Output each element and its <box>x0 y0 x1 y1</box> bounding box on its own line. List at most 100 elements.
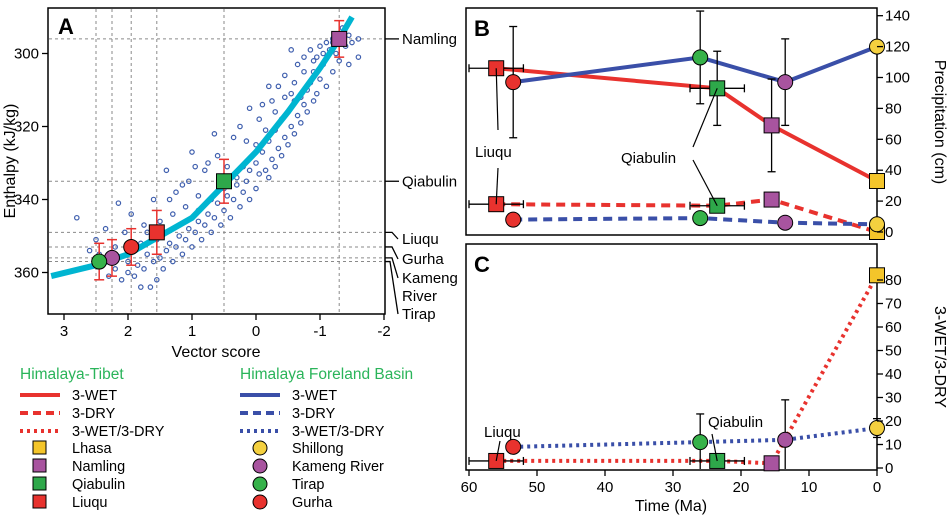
scatter-point <box>237 123 243 130</box>
scatter-point <box>288 47 295 53</box>
scatter-point <box>195 218 202 225</box>
scatter-point <box>195 193 202 199</box>
scatter-point <box>182 204 189 210</box>
y-tick-label: 60 <box>885 131 902 148</box>
panel-a-sites <box>91 19 348 281</box>
scatter-point <box>179 182 186 188</box>
scatter-point <box>192 229 199 236</box>
scatter-point <box>246 196 253 203</box>
panel-b-frame <box>465 7 878 236</box>
data-point <box>869 173 885 190</box>
panel-c-frame <box>465 243 878 471</box>
annotation-liuqu: Liuqu <box>484 424 521 441</box>
scatter-point <box>166 196 173 203</box>
scatter-point <box>256 116 263 123</box>
scatter-point <box>288 123 295 130</box>
scatter-point <box>294 112 301 119</box>
scatter-point <box>224 193 231 199</box>
scatter-point <box>189 244 195 250</box>
legend-right-dry-label: 3-DRY <box>292 406 336 422</box>
scatter-point <box>205 160 211 166</box>
panel-c-ylabel: 3-WET/3-DRY <box>931 306 948 408</box>
scatter-point <box>320 50 327 57</box>
scatter-point <box>313 54 320 60</box>
legend-tirap-marker <box>252 476 268 492</box>
panel-b: 0 20 40 60 80 100 120 140 Liuqu Qiabulin B Precip… <box>465 7 948 241</box>
legend-liuqu-marker <box>32 494 47 509</box>
scatter-point <box>272 163 279 170</box>
scatter-point <box>205 211 211 217</box>
x-tick-label: 2 <box>124 323 132 340</box>
panel-a-ylabel: Enthalpy (kJ/kg) <box>2 104 19 219</box>
scatter-point <box>262 127 269 133</box>
legend-namling-marker <box>32 458 47 473</box>
data-point <box>869 420 885 437</box>
scatter-point <box>262 167 269 174</box>
scatter-point <box>154 276 160 283</box>
scatter-point <box>224 163 231 170</box>
scatter-point <box>323 83 330 90</box>
scatter-point <box>240 189 247 196</box>
legend-liuqu-label: Liuqu <box>72 495 107 511</box>
legend-kameng-label: Kameng River <box>292 459 384 475</box>
scatter-point <box>345 61 352 68</box>
y-tick-label: 120 <box>885 39 910 56</box>
data-point <box>505 438 522 455</box>
scatter-point <box>218 222 224 228</box>
right-label-leader <box>385 260 399 315</box>
panel-b-ylabel: Precipitation (cm) <box>931 60 948 184</box>
scatter-point <box>317 43 323 50</box>
scatter-point <box>131 273 138 279</box>
panel-a-frame <box>47 7 386 315</box>
scatter-point <box>198 236 205 243</box>
data-point <box>869 267 885 284</box>
data-point <box>692 49 709 66</box>
scatter-point <box>208 229 215 236</box>
x-tick-label: 50 <box>529 479 546 496</box>
scatter-point <box>227 214 234 221</box>
x-tick-label: 60 <box>461 479 478 496</box>
right-label-leader <box>385 246 399 260</box>
scatter-point <box>221 207 227 214</box>
right-label-leader <box>385 257 399 279</box>
panel-b-label: B <box>474 16 490 41</box>
data-point <box>692 210 709 227</box>
scatter-point <box>118 276 125 283</box>
annotation-qiabulin: Qiabulin <box>621 150 676 167</box>
annotation-leader <box>495 68 499 131</box>
legend-shillong-label: Shillong <box>292 441 344 457</box>
site-marker-gurha <box>123 238 140 255</box>
scatter-point <box>281 72 288 79</box>
scatter-point <box>323 39 330 46</box>
scatter-point <box>192 163 199 170</box>
data-point <box>505 211 522 228</box>
legend-qiabulin-label: Qiabulin <box>72 477 125 493</box>
legend-lhasa-label: Lhasa <box>72 441 112 457</box>
scatter-point <box>186 225 192 232</box>
scatter-point <box>345 32 352 39</box>
scatter-point <box>265 83 272 90</box>
scatter-point <box>179 251 186 258</box>
series-line <box>496 66 878 183</box>
scatter-point <box>112 244 119 250</box>
scatter-point <box>237 204 243 210</box>
panel-a-right-labels: Namling Qiabulin Liuqu Gurha KamengRiverTira… <box>385 31 458 323</box>
scatter-point <box>333 50 339 57</box>
scatter-point <box>301 101 307 108</box>
y-tick-label: 140 <box>885 8 910 25</box>
scatter-point <box>173 189 179 196</box>
x-tick-label: 0 <box>252 323 260 340</box>
data-point <box>763 117 780 134</box>
scatter-point <box>230 134 237 141</box>
legend-gurha-marker <box>252 494 268 510</box>
scatter-point <box>253 160 259 166</box>
legend-left-header: Himalaya-Tibet <box>20 366 124 383</box>
scatter-point <box>189 149 195 155</box>
scatter-point <box>141 266 147 272</box>
legend-tirap-label: Tirap <box>292 477 325 493</box>
scatter-point <box>259 101 266 108</box>
x-tick-label: 0 <box>873 479 881 496</box>
legend-right-wet-label: 3-WET <box>292 388 337 404</box>
x-tick-label: -2 <box>377 323 390 340</box>
scatter-point <box>230 196 237 203</box>
